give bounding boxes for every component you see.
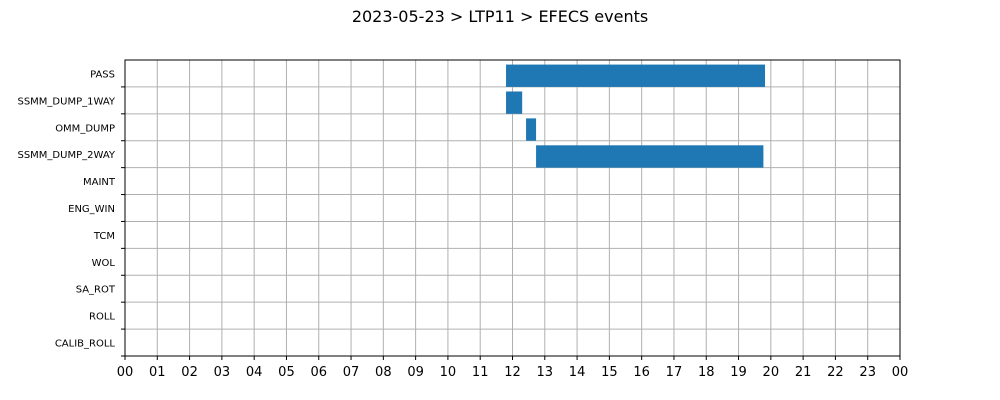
x-tick-label: 15 xyxy=(601,365,618,380)
y-tick-label: SSMM_DUMP_1WAY xyxy=(17,96,115,107)
bars xyxy=(506,64,766,168)
x-tick-label: 14 xyxy=(569,365,586,380)
x-tick-label: 23 xyxy=(859,365,876,380)
y-tick-label: SA_ROT xyxy=(76,285,116,296)
y-tick-label: SSMM_DUMP_2WAY xyxy=(17,150,115,161)
event-bar xyxy=(506,64,766,87)
x-tick-label: 22 xyxy=(827,365,844,380)
x-tick-label: 21 xyxy=(795,365,812,380)
x-tick-label: 10 xyxy=(440,365,457,380)
x-tick-label: 11 xyxy=(472,365,489,380)
y-tick-label: MAINT xyxy=(83,177,116,188)
x-tick-label: 06 xyxy=(310,365,327,380)
y-tick-label: ROLL xyxy=(89,312,115,323)
x-tick-label: 19 xyxy=(730,365,747,380)
y-tick-label: WOL xyxy=(92,258,116,269)
x-tick-label: 17 xyxy=(666,365,683,380)
y-axis: PASS SSMM_DUMP_1WAY OMM_DUMP SSMM_DUMP_2WAY… xyxy=(17,69,125,357)
x-axis: 00 01 02 03 04 05 06 07 08 09 10 11 12 13 14 15 16 17 18 19… xyxy=(117,356,909,380)
x-tick-label: 07 xyxy=(343,365,360,380)
x-tick-label: 02 xyxy=(181,365,198,380)
y-tick-label: TCM xyxy=(93,231,115,242)
y-tick-label: ENG_WIN xyxy=(68,204,115,215)
x-tick-label: 01 xyxy=(149,365,166,380)
event-bar xyxy=(536,145,764,168)
y-tick-label: PASS xyxy=(90,69,115,80)
x-tick-label: 05 xyxy=(278,365,295,380)
x-tick-label: 00 xyxy=(892,365,909,380)
y-tick-label: OMM_DUMP xyxy=(55,123,115,134)
x-tick-label: 09 xyxy=(407,365,424,380)
x-tick-label: 00 xyxy=(117,365,134,380)
chart-title: 2023-05-23 > LTP11 > EFECS events xyxy=(352,7,648,26)
x-tick-label: 16 xyxy=(633,365,650,380)
x-tick-label: 20 xyxy=(763,365,780,380)
x-tick-label: 03 xyxy=(214,365,231,380)
x-tick-label: 18 xyxy=(698,365,715,380)
x-tick-label: 04 xyxy=(246,365,263,380)
x-tick-label: 12 xyxy=(504,365,521,380)
x-tick-label: 08 xyxy=(375,365,392,380)
event-bar xyxy=(506,91,523,114)
event-bar xyxy=(526,118,537,141)
y-tick-label: CALIB_ROLL xyxy=(55,339,116,350)
x-tick-label: 13 xyxy=(537,365,554,380)
